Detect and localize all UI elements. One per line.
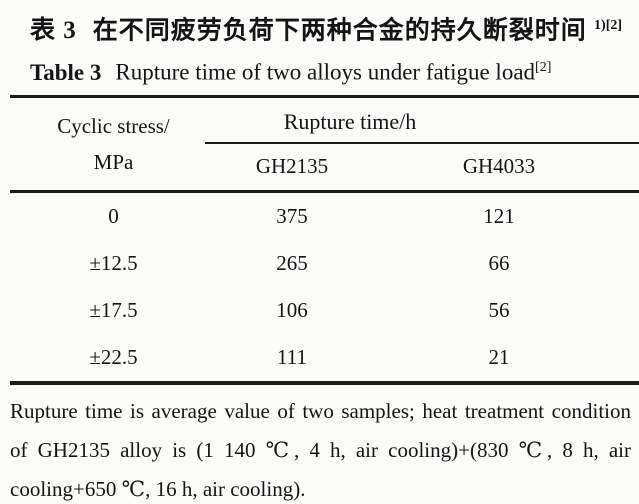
header-rupture-time: Rupture time/h xyxy=(283,108,417,134)
cell-stress: ±12.5 xyxy=(89,250,138,275)
cell-gh4033-value: 66 xyxy=(488,250,510,275)
cell-stress: 0 xyxy=(108,203,119,228)
cell-gh2135-value: 375 xyxy=(276,203,308,228)
cell-stress: ±17.5 xyxy=(89,297,138,322)
header-cyclic-stress: Cyclic stress/ MPa xyxy=(10,98,205,190)
caption-zh-label: 表 3 xyxy=(30,17,77,45)
table-row: ±22.5 111 21 xyxy=(10,334,639,381)
group-header-rule xyxy=(205,141,639,144)
table-caption-en: Table 3 Rupture time of two alloys under … xyxy=(0,48,639,88)
subheader-row: GH2135 GH4033 xyxy=(205,144,639,190)
caption-en-title: Rupture time of two alloys under fatigue… xyxy=(115,59,536,85)
cell-gh4033-value: 21 xyxy=(488,344,510,369)
table-row: 0 375 121 xyxy=(10,193,639,240)
alloy-rupture-table: Cyclic stress/ MPa Rupture time/h GH2135… xyxy=(10,94,639,385)
header-rupture-time-group: Rupture time/h GH2135 GH4033 xyxy=(205,98,639,190)
header-cyclic-stress-line2: MPa xyxy=(93,149,134,174)
table-header: Cyclic stress/ MPa Rupture time/h GH2135… xyxy=(10,98,639,193)
cell-stress: ±22.5 xyxy=(89,344,138,369)
caption-zh-superscript: 1)[2] xyxy=(594,18,623,33)
table-row: ±17.5 106 56 xyxy=(10,287,639,334)
cell-gh4033-value: 121 xyxy=(483,203,515,228)
caption-en-superscript: [2] xyxy=(535,60,552,76)
subheader-gh2135: GH2135 xyxy=(255,154,329,179)
header-cyclic-stress-line1: Cyclic stress/ xyxy=(57,113,170,138)
cell-gh2135-value: 265 xyxy=(276,250,308,275)
cell-gh2135-value: 106 xyxy=(276,297,308,322)
cell-gh2135-value: 111 xyxy=(277,344,307,369)
caption-en-label: Table 3 xyxy=(30,59,102,85)
cell-gh4033-value: 56 xyxy=(488,297,510,322)
caption-zh-title: 在不同疲劳负荷下两种合金的持久断裂时间 xyxy=(92,17,587,45)
table-row: ±12.5 265 66 xyxy=(10,240,639,287)
subheader-gh4033: GH4033 xyxy=(462,154,536,179)
table-caption-zh: 表 3 在不同疲劳负荷下两种合金的持久断裂时间 1)[2] xyxy=(0,0,639,48)
table-footnote: Rupture time is average value of two sam… xyxy=(10,398,631,501)
